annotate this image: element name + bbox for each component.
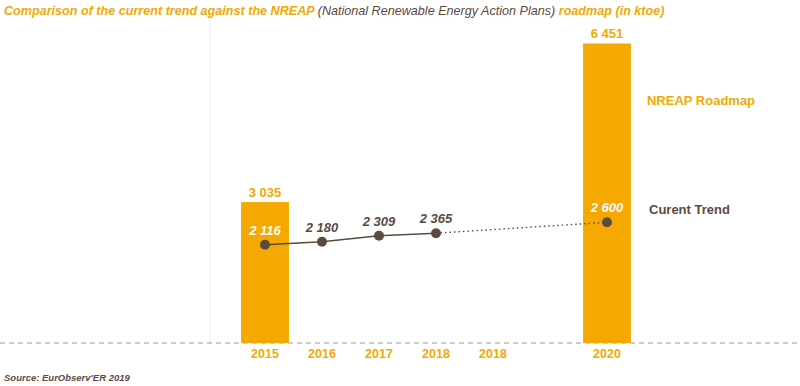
chart: Comparison of the current trend against … [0,0,800,386]
title-part: roadmap [555,4,615,18]
data-label: 6 451 [591,26,624,41]
marker [317,237,327,247]
bar [241,202,289,343]
labels: 3 035 6 451 2 116 2 180 2 309 2 365 2 600 [248,26,624,237]
legend-label: NREAP Roadmap [647,93,755,108]
data-label: 3 035 [249,185,282,200]
marker [260,240,270,250]
title-part: Comparison of the current trend against … [4,4,318,18]
data-label: 2 309 [362,214,396,229]
data-label: 2 365 [419,211,453,226]
marker [602,217,612,227]
x-tick-label: 2015 [251,347,279,361]
marks [241,43,631,343]
marker [431,228,441,238]
x-tick-label: 2018 [422,347,450,361]
data-label: 2 116 [248,223,281,238]
title-part: (in ktoe) [615,4,664,18]
x-tick-label: 2018 [479,347,507,361]
x-tick-label: 2020 [593,347,621,361]
legend-label: Curent Trend [649,202,730,217]
source: Source: EurObserv'ER 2019 [4,372,131,383]
data-label: 2 600 [590,200,624,215]
data-label: 2 180 [305,220,339,235]
x-tick-label: 2016 [308,347,336,361]
trend-line [265,233,436,245]
y-axis-line [210,18,211,343]
grid-line [0,343,800,344]
x-tick-label: 2017 [365,347,393,361]
marker [374,231,384,241]
bar [583,43,631,343]
title: Comparison of the current trend against … [4,4,664,18]
title-part: (National Renewable Energy Action Plans) [318,4,556,18]
trend-projection [436,222,607,233]
